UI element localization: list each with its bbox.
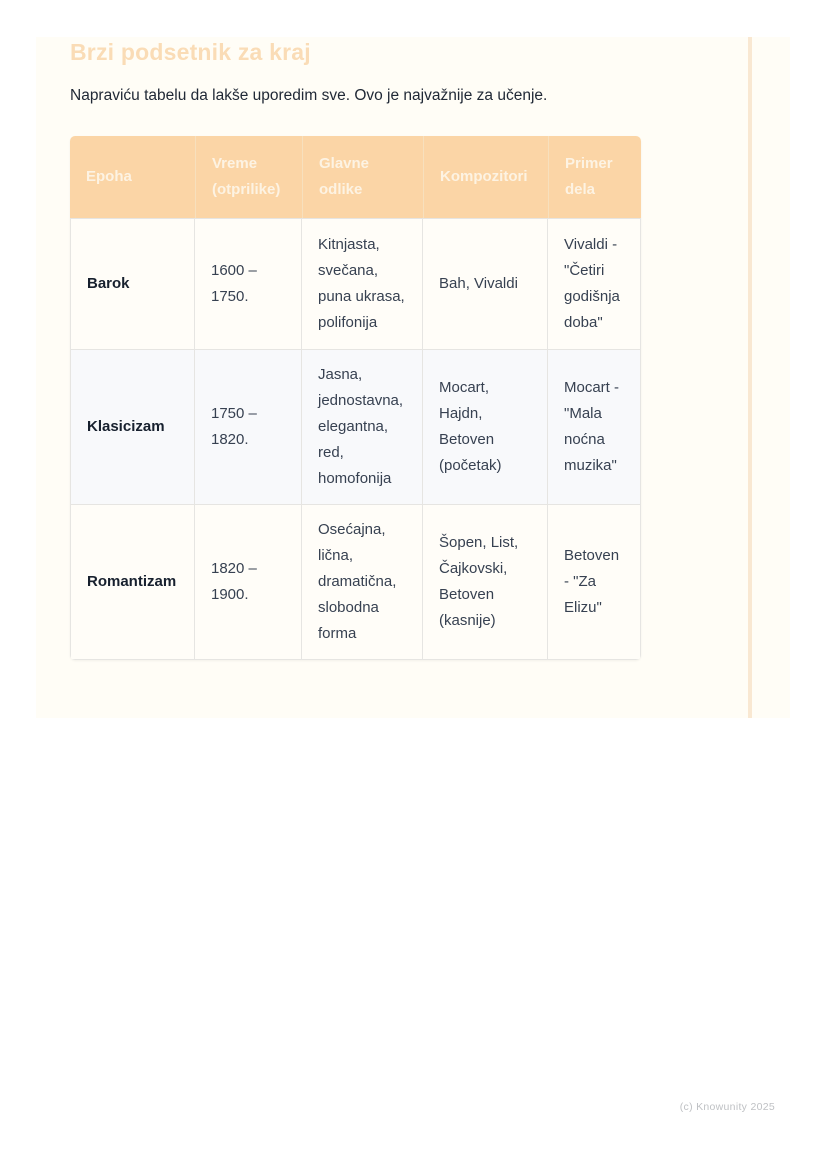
copyright-text: (c) Knowunity 2025 xyxy=(679,1101,775,1113)
section-title: Brzi podsetnik za kraj xyxy=(70,39,311,65)
table-row-barok: Barok 1600 – 1750. Kitnjasta, svečana, p… xyxy=(70,218,641,350)
comparison-table: Epoha Vreme (otprilike) Glavne odlike Ko… xyxy=(70,136,641,660)
cell-kompozitori: Šopen, List, Čajkovski, Betoven (kasnije… xyxy=(423,505,548,660)
cell-odlike: Jasna, jednostavna, elegantna, red, homo… xyxy=(302,350,423,505)
cell-epoha: Klasicizam xyxy=(70,350,195,505)
table-row-klasicizam: Klasicizam 1750 – 1820. Jasna, jednostav… xyxy=(70,350,641,505)
table-row-romantizam: Romantizam 1820 – 1900. Osećajna, lična,… xyxy=(70,505,641,660)
column-header-vreme: Vreme (otprilike) xyxy=(195,136,302,218)
cell-primer: Betoven - "Za Elizu" xyxy=(548,505,641,660)
cell-epoha: Romantizam xyxy=(70,505,195,660)
note-card: Brzi podsetnik za kraj Napraviću tabelu … xyxy=(36,37,790,718)
cell-vreme: 1750 – 1820. xyxy=(195,350,302,505)
column-header-epoha: Epoha xyxy=(70,136,195,218)
column-header-kompozitori: Kompozitori xyxy=(423,136,548,218)
column-header-primer-dela: Primer dela xyxy=(548,136,641,218)
cell-odlike: Kitnjasta, svečana, puna ukrasa, polifon… xyxy=(302,218,423,350)
table-header-row: Epoha Vreme (otprilike) Glavne odlike Ko… xyxy=(70,136,641,218)
cell-epoha: Barok xyxy=(70,218,195,350)
column-header-glavne-odlike: Glavne odlike xyxy=(302,136,423,218)
cell-vreme: 1600 – 1750. xyxy=(195,218,302,350)
cell-primer: Mocart - "Mala noćna muzika" xyxy=(548,350,641,505)
intro-text: Napraviću tabelu da lakše uporedim sve. … xyxy=(70,87,548,104)
cell-kompozitori: Mocart, Hajdn, Betoven (početak) xyxy=(423,350,548,505)
cell-vreme: 1820 – 1900. xyxy=(195,505,302,660)
comparison-table-wrapper: Epoha Vreme (otprilike) Glavne odlike Ko… xyxy=(70,136,641,660)
cell-kompozitori: Bah, Vivaldi xyxy=(423,218,548,350)
cell-primer: Vivaldi - "Četiri godišnja doba" xyxy=(548,218,641,350)
cell-odlike: Osećajna, lična, dramatična, slobodna fo… xyxy=(302,505,423,660)
margin-ruler-line xyxy=(748,37,752,718)
